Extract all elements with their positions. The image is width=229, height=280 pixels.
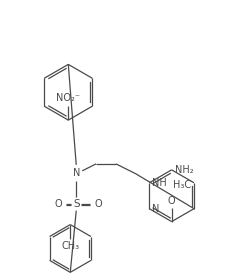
Text: O: O	[55, 199, 62, 209]
Text: NH: NH	[152, 178, 167, 188]
Text: O: O	[168, 196, 175, 206]
Text: CH₃: CH₃	[61, 241, 79, 251]
Text: N: N	[73, 168, 80, 178]
Text: NO₂⁻: NO₂⁻	[56, 93, 80, 103]
Text: N: N	[152, 204, 160, 214]
Text: S: S	[73, 199, 79, 209]
Text: H₃C: H₃C	[173, 180, 191, 190]
Text: NH₂: NH₂	[175, 165, 193, 175]
Text: O: O	[94, 199, 102, 209]
